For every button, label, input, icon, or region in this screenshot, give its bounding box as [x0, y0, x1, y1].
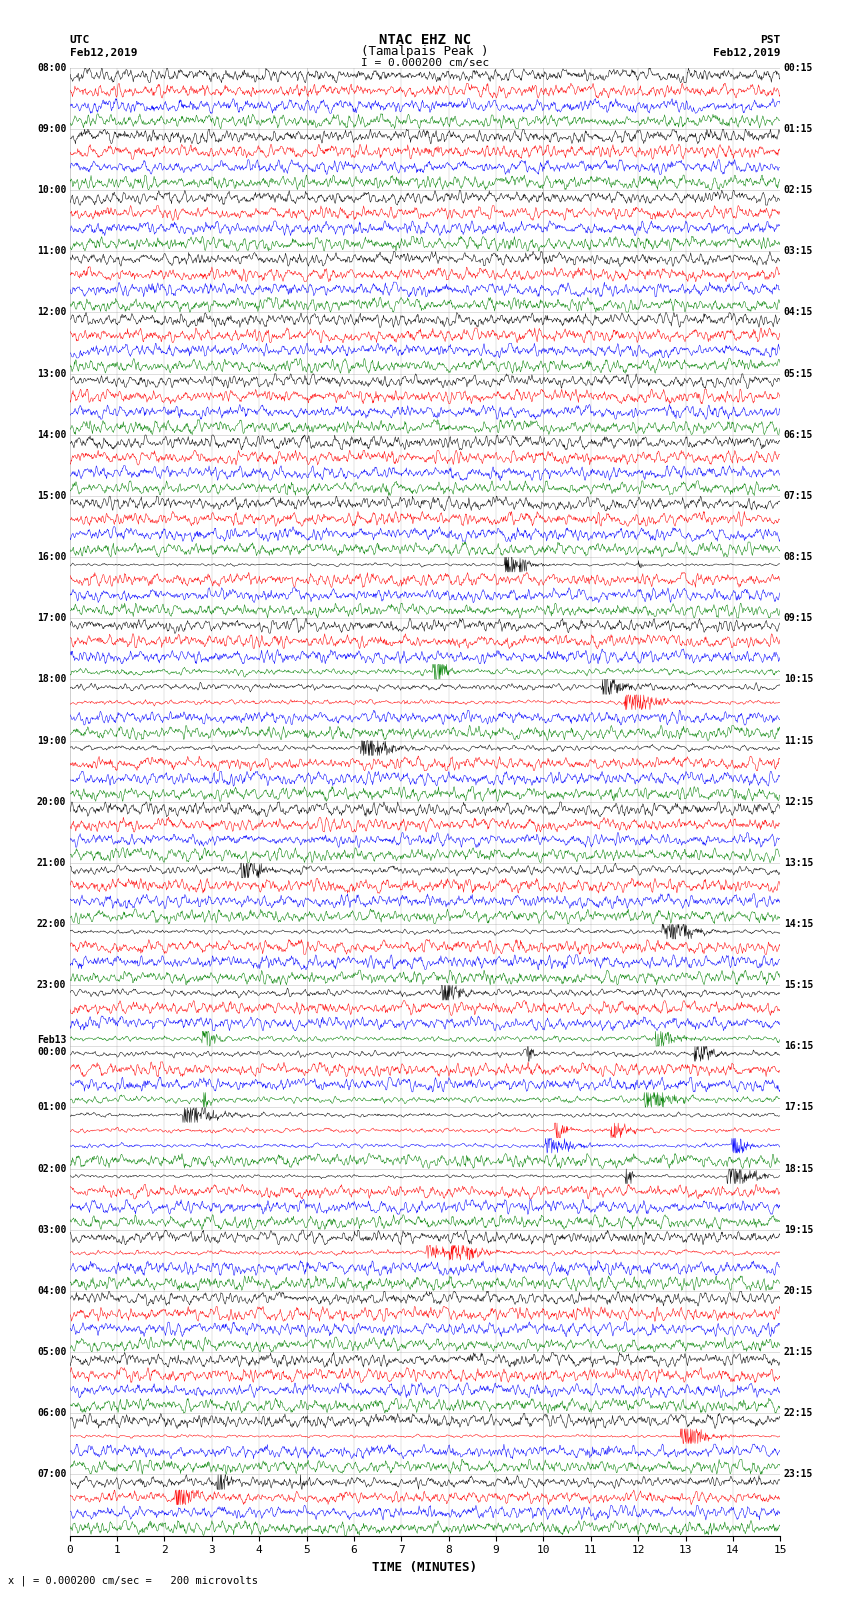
Text: 14:00: 14:00 — [37, 429, 66, 440]
Text: 20:00: 20:00 — [37, 797, 66, 806]
Text: 22:15: 22:15 — [784, 1408, 813, 1418]
Text: 20:15: 20:15 — [784, 1286, 813, 1295]
Text: 18:00: 18:00 — [37, 674, 66, 684]
Text: 07:00: 07:00 — [37, 1469, 66, 1479]
Text: 21:00: 21:00 — [37, 858, 66, 868]
Text: 19:15: 19:15 — [784, 1224, 813, 1236]
Text: 10:15: 10:15 — [784, 674, 813, 684]
Text: (Tamalpais Peak ): (Tamalpais Peak ) — [361, 45, 489, 58]
Text: 15:00: 15:00 — [37, 490, 66, 502]
Text: 00:15: 00:15 — [784, 63, 813, 73]
Text: 09:15: 09:15 — [784, 613, 813, 623]
Text: 19:00: 19:00 — [37, 736, 66, 745]
Text: x | = 0.000200 cm/sec =   200 microvolts: x | = 0.000200 cm/sec = 200 microvolts — [8, 1576, 258, 1586]
Text: 01:15: 01:15 — [784, 124, 813, 134]
Text: 04:15: 04:15 — [784, 308, 813, 318]
Text: 15:15: 15:15 — [784, 981, 813, 990]
Text: 06:15: 06:15 — [784, 429, 813, 440]
Text: 13:00: 13:00 — [37, 368, 66, 379]
Text: 04:00: 04:00 — [37, 1286, 66, 1295]
Text: 08:00: 08:00 — [37, 63, 66, 73]
Text: 02:00: 02:00 — [37, 1163, 66, 1174]
Text: 01:00: 01:00 — [37, 1102, 66, 1113]
Text: 23:15: 23:15 — [784, 1469, 813, 1479]
Text: Feb12,2019: Feb12,2019 — [713, 48, 780, 58]
Text: 03:00: 03:00 — [37, 1224, 66, 1236]
Text: 16:15: 16:15 — [784, 1042, 813, 1052]
Text: 03:15: 03:15 — [784, 247, 813, 256]
Text: PST: PST — [760, 35, 780, 45]
Text: UTC: UTC — [70, 35, 90, 45]
Text: 12:00: 12:00 — [37, 308, 66, 318]
Text: Feb13
00:00: Feb13 00:00 — [37, 1036, 66, 1057]
Text: 10:00: 10:00 — [37, 185, 66, 195]
Text: 11:00: 11:00 — [37, 247, 66, 256]
Text: 18:15: 18:15 — [784, 1163, 813, 1174]
Text: 07:15: 07:15 — [784, 490, 813, 502]
Text: I = 0.000200 cm/sec: I = 0.000200 cm/sec — [361, 58, 489, 68]
Text: 02:15: 02:15 — [784, 185, 813, 195]
Text: NTAC EHZ NC: NTAC EHZ NC — [379, 34, 471, 47]
Text: 17:00: 17:00 — [37, 613, 66, 623]
Text: 12:15: 12:15 — [784, 797, 813, 806]
Text: 08:15: 08:15 — [784, 552, 813, 561]
Text: Feb12,2019: Feb12,2019 — [70, 48, 137, 58]
X-axis label: TIME (MINUTES): TIME (MINUTES) — [372, 1561, 478, 1574]
Text: 05:00: 05:00 — [37, 1347, 66, 1357]
Text: 21:15: 21:15 — [784, 1347, 813, 1357]
Text: 06:00: 06:00 — [37, 1408, 66, 1418]
Text: 09:00: 09:00 — [37, 124, 66, 134]
Text: 17:15: 17:15 — [784, 1102, 813, 1113]
Text: 16:00: 16:00 — [37, 552, 66, 561]
Text: 11:15: 11:15 — [784, 736, 813, 745]
Text: 13:15: 13:15 — [784, 858, 813, 868]
Text: 22:00: 22:00 — [37, 919, 66, 929]
Text: 23:00: 23:00 — [37, 981, 66, 990]
Text: 14:15: 14:15 — [784, 919, 813, 929]
Text: 05:15: 05:15 — [784, 368, 813, 379]
